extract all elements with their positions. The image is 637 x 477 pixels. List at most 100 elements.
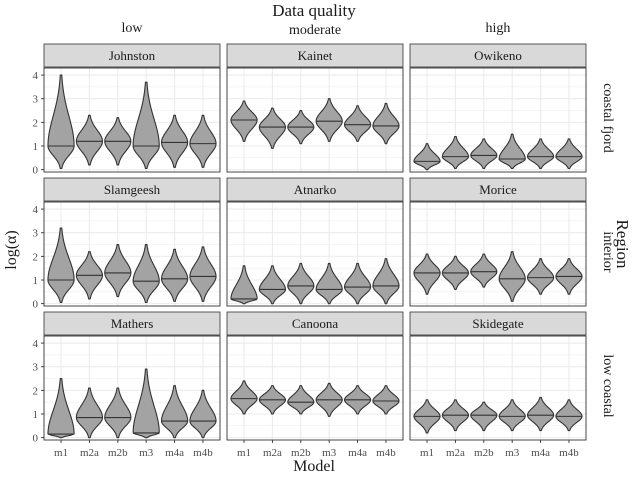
- panel-owikeno: Owikeno: [409, 43, 587, 173]
- violin-kainet-m4b: [372, 102, 400, 145]
- panel-background: [227, 336, 403, 440]
- panel-kainet: Kainet: [226, 43, 404, 173]
- violin-mathers-m4b: [189, 389, 217, 439]
- violin-morice-m1: [413, 253, 441, 295]
- x-tick-label: m2a: [263, 447, 282, 459]
- violin-mathers-m3: [132, 368, 160, 439]
- y-tick-label: 3: [33, 228, 39, 240]
- panel-title: Slamgeesh: [104, 182, 161, 197]
- panel-border: [43, 67, 221, 173]
- y-tick-label: 2: [33, 251, 39, 263]
- violin-owikeno-m2b: [470, 138, 498, 169]
- row-strip-title: Region: [613, 219, 632, 269]
- column-labels: low moderate high: [122, 21, 511, 38]
- y-axis-label: log(α): [3, 230, 20, 269]
- violin-johnston-m2a: [75, 114, 104, 166]
- violin-owikeno-m2a: [441, 136, 470, 169]
- panel-canoona: Canoona m1 m2a m2b m3 m4a m4b: [226, 311, 404, 459]
- x-tick-label: m4b: [193, 447, 213, 459]
- panel-strip: [226, 311, 404, 336]
- violin-canoona-m4b: [372, 385, 400, 415]
- panel-title: Atnarko: [294, 182, 337, 197]
- violin-johnston-m4b: [189, 114, 217, 168]
- violin-mathers-m1: [47, 378, 75, 439]
- violin-johnston-m4a: [160, 114, 189, 168]
- row-strip: Region coastal fjord interior low coastal: [600, 83, 632, 418]
- panel-background: [410, 202, 586, 306]
- violin-slamgeesh-m2b: [104, 244, 132, 298]
- x-axis-label: Model: [293, 458, 335, 475]
- row-label-low-coastal: low coastal: [600, 354, 615, 417]
- panel-title: Mathers: [111, 316, 154, 331]
- panel-title: Owikeno: [474, 48, 522, 63]
- y-tick-label: 1: [33, 409, 39, 421]
- violin-atnarko-m2b: [287, 262, 315, 305]
- row-label-interior: interior: [600, 231, 615, 273]
- panel-background: [44, 202, 220, 306]
- violin-kainet-m4a: [343, 105, 372, 142]
- panel-border: [226, 201, 404, 307]
- y-tick-label: 4: [33, 70, 39, 82]
- y-tick-label: 0: [33, 299, 39, 311]
- violin-mathers-m4a: [160, 385, 189, 439]
- x-tick-label: m2a: [80, 447, 99, 459]
- panel-title: Johnston: [109, 48, 156, 63]
- x-tick-label: m3: [322, 447, 337, 459]
- x-tick-label: m1: [420, 447, 434, 459]
- violin-skidegate-m4b: [555, 399, 583, 432]
- violin-atnarko-m2a: [258, 265, 287, 305]
- x-tick-label: m2b: [474, 447, 494, 459]
- panel-background: [44, 68, 220, 172]
- violin-canoona-m2b: [287, 385, 315, 415]
- violin-owikeno-m4a: [526, 138, 555, 169]
- violin-owikeno-m1: [413, 143, 441, 171]
- panel-skidegate: Skidegate m1 m2a m2b m3 m4a m4b: [409, 311, 587, 459]
- panel-title: Kainet: [298, 48, 333, 63]
- violin-owikeno-m4b: [555, 138, 583, 169]
- violin-johnston-m3: [132, 81, 160, 169]
- panel-strip: [409, 311, 587, 336]
- panel-title: Skidegate: [472, 316, 523, 331]
- row-label-coastal-fjord: coastal fjord: [600, 83, 615, 153]
- x-tick-label: m1: [54, 447, 68, 459]
- x-tick-label: m4b: [559, 447, 579, 459]
- x-tick-label: m2b: [108, 447, 128, 459]
- y-tick-label: 3: [33, 362, 39, 374]
- x-tick-label: m4b: [376, 447, 396, 459]
- violin-atnarko-m4a: [343, 262, 372, 305]
- x-tick-label: m2a: [446, 447, 465, 459]
- violin-morice-m4a: [526, 258, 555, 295]
- violin-skidegate-m3: [498, 399, 526, 432]
- panel-strip: [43, 311, 221, 336]
- x-tick-label: m3: [139, 447, 154, 459]
- panel-border: [43, 201, 221, 307]
- y-tick-label: 0: [33, 433, 39, 445]
- violin-atnarko-m1: [230, 265, 258, 305]
- y-tick-label: 2: [33, 385, 39, 397]
- y-tick-label: 0: [33, 165, 39, 177]
- panel-title: Canoona: [292, 316, 338, 331]
- y-tick-label: 4: [33, 338, 39, 350]
- violin-slamgeesh-m3: [132, 244, 160, 303]
- violin-kainet-m2a: [258, 107, 287, 149]
- panel-strip: [226, 177, 404, 202]
- panel-slamgeesh: Slamgeesh 0 1 2 3 4: [33, 177, 221, 311]
- violin-skidegate-m4a: [526, 396, 555, 432]
- y-tick-label: 4: [33, 204, 39, 216]
- x-tick-label: m1: [237, 447, 251, 459]
- violin-atnarko-m3: [315, 262, 343, 305]
- panel-strip: [43, 177, 221, 202]
- violin-kainet-m3: [315, 98, 343, 142]
- violin-owikeno-m3: [498, 133, 526, 169]
- violin-morice-m3: [498, 251, 526, 302]
- x-tick-label: m4a: [165, 447, 184, 459]
- violin-morice-m2b: [470, 253, 498, 288]
- panel-morice: Morice: [409, 177, 587, 307]
- column-label-high: high: [486, 21, 511, 36]
- violin-canoona-m1: [230, 380, 258, 415]
- violin-slamgeesh-m4a: [160, 248, 189, 302]
- violin-johnston-m1: [47, 74, 75, 169]
- panel-johnston: Johnston 0 1 2 3 4: [33, 43, 221, 177]
- panel-background: [410, 336, 586, 440]
- y-tick-label: 2: [33, 117, 39, 129]
